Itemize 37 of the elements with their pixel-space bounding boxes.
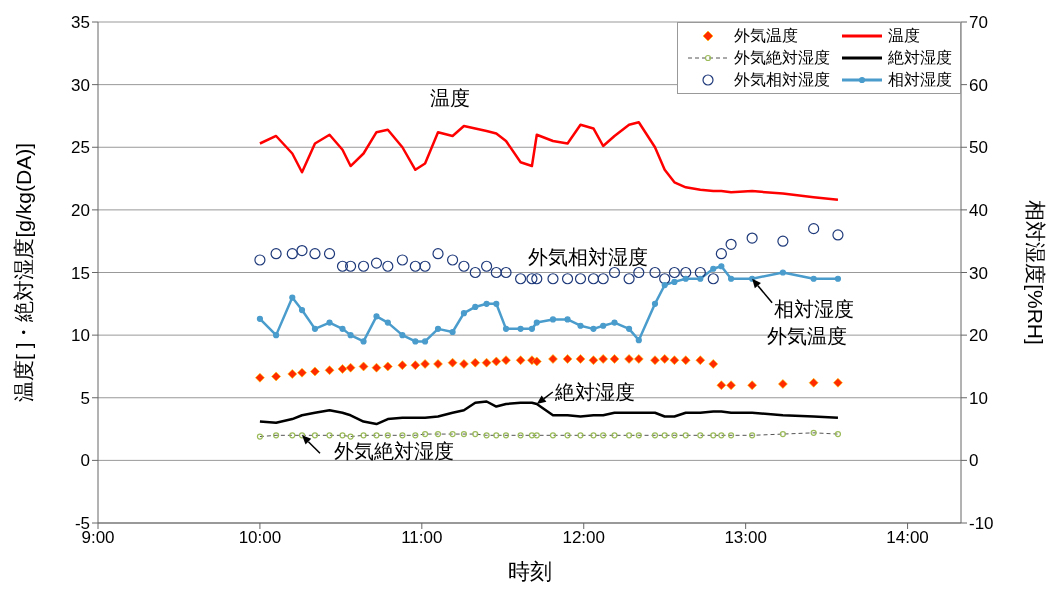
legend-label: 外気温度 <box>734 25 798 46</box>
annotation: 相対湿度 <box>774 297 855 320</box>
y-tick-label: 5 <box>80 388 90 408</box>
y2-tick-label: 10 <box>969 388 988 408</box>
x-tick-label: 10:00 <box>238 528 282 548</box>
legend-label: 相対湿度 <box>888 69 952 90</box>
x-tick-label: 11:00 <box>401 528 443 548</box>
y2-tick-label: 50 <box>969 138 988 158</box>
annotation: 外気絶対湿度 <box>334 440 455 463</box>
legend-label: 温度 <box>888 25 920 46</box>
y2-tick-label: 40 <box>969 200 988 220</box>
annotation: 外気相対湿度 <box>528 246 649 269</box>
y-tick-label: 30 <box>71 75 90 95</box>
x-tick-label: 13:00 <box>724 528 767 548</box>
y-tick-label: 10 <box>71 326 90 346</box>
legend-label: 外気相対湿度 <box>734 69 830 90</box>
x-axis-title: 時刻 <box>507 559 552 584</box>
y2-tick-label: -10 <box>969 514 994 534</box>
y2-tick-label: 30 <box>969 263 988 283</box>
annotation: 絶対湿度 <box>553 381 635 404</box>
y-tick-label: 25 <box>71 138 90 158</box>
annotation: 外気温度 <box>767 325 848 348</box>
y-tick-label: 0 <box>80 451 90 471</box>
y-tick-label: 15 <box>71 263 90 283</box>
legend-label: 外気絶対湿度 <box>734 47 830 68</box>
y2-tick-label: 60 <box>969 75 988 95</box>
y2-tick-label: 70 <box>969 13 988 33</box>
annotation: 温度 <box>430 86 471 109</box>
y-tick-label: 35 <box>71 13 90 33</box>
y-tick-label: 20 <box>71 200 90 220</box>
x-tick-label: 12:00 <box>562 528 606 548</box>
y2-tick-label: 20 <box>969 326 988 346</box>
y2-axis-title: 相対湿度[%RH] <box>1023 200 1047 345</box>
x-tick-label: 14:00 <box>886 528 929 548</box>
legend-label: 絶対湿度 <box>888 47 952 68</box>
y-axis-title: 温度[ ]・絶対湿度[g/kg(DA)] <box>12 142 36 403</box>
y2-tick-label: 0 <box>969 451 979 471</box>
